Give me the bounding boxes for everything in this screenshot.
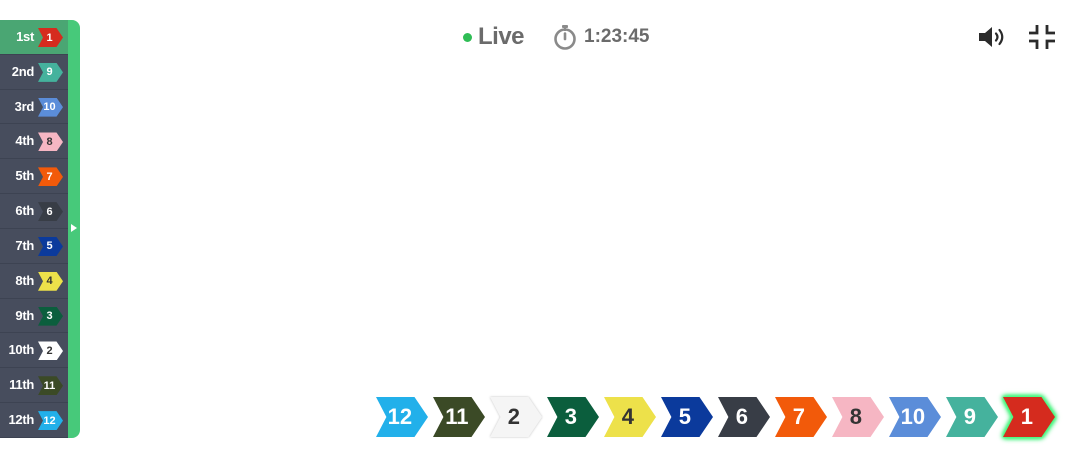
volume-button[interactable] bbox=[976, 24, 1010, 50]
runner-number: 5 bbox=[46, 240, 53, 253]
track-runner-4[interactable]: 4 bbox=[604, 397, 656, 437]
exit-fullscreen-button[interactable] bbox=[1026, 22, 1058, 52]
runner-chevron-badge: 9 bbox=[38, 62, 63, 82]
standing-position: 12th bbox=[8, 412, 34, 428]
standings-list: 1st 1 2nd 9 3rd 10 4th 8 5th 7 6th 6 7th 5 8th 4 9th 3 10t… bbox=[0, 20, 70, 438]
runner-number: 2 bbox=[46, 344, 53, 357]
track-runner-number: 10 bbox=[900, 404, 926, 429]
track-runner-1[interactable]: 1 bbox=[1003, 397, 1055, 437]
runner-number: 11 bbox=[43, 379, 56, 392]
runner-number: 6 bbox=[46, 205, 53, 218]
standing-position: 3rd bbox=[14, 98, 35, 114]
runner-number: 12 bbox=[43, 414, 56, 427]
runner-number: 1 bbox=[46, 31, 53, 44]
stopwatch-icon bbox=[554, 25, 576, 50]
collapse-arrow-icon[interactable] bbox=[71, 224, 77, 232]
runner-number: 4 bbox=[46, 275, 53, 288]
track-runner-2[interactable]: 2 bbox=[490, 397, 542, 437]
track-runner-9[interactable]: 9 bbox=[946, 397, 998, 437]
runner-chevron-badge: 11 bbox=[38, 376, 63, 396]
track-runner-10[interactable]: 10 bbox=[889, 397, 941, 437]
track-runner-number: 7 bbox=[792, 404, 806, 429]
runner-chevron-badge: 4 bbox=[38, 271, 63, 291]
runner-chevron-badge: 10 bbox=[38, 97, 63, 117]
live-label: Live bbox=[478, 23, 525, 50]
track-runner-number: 4 bbox=[621, 404, 635, 429]
track-runner-number: 3 bbox=[564, 404, 578, 429]
standings-row: 3rd 10 bbox=[0, 90, 70, 125]
standing-position: 11th bbox=[9, 377, 34, 393]
runner-chevron-badge: 6 bbox=[38, 202, 63, 222]
standing-position: 2nd bbox=[11, 63, 35, 79]
standings-row: 8th 4 bbox=[0, 264, 70, 299]
runner-number: 7 bbox=[46, 170, 53, 183]
live-dot-icon bbox=[463, 32, 472, 42]
speaker-volume-icon bbox=[979, 27, 1004, 47]
track-runner-8[interactable]: 8 bbox=[832, 397, 884, 437]
standing-position: 1st bbox=[16, 29, 34, 44]
standings-row: 12th 12 bbox=[0, 403, 70, 438]
standings-row: 1st 1 bbox=[0, 20, 70, 55]
standings-row: 7th 5 bbox=[0, 229, 70, 264]
standings-row: 5th 7 bbox=[0, 159, 70, 195]
standings-row: 2nd 9 bbox=[0, 55, 70, 90]
standings-row: 9th 3 bbox=[0, 299, 70, 334]
track-runner-number: 12 bbox=[387, 404, 413, 429]
track-runner-11[interactable]: 11 bbox=[433, 397, 485, 437]
runner-chevron-badge: 3 bbox=[38, 306, 63, 326]
race-timer: 1:23:45 bbox=[552, 22, 650, 52]
standings-row: 10th 2 bbox=[0, 333, 70, 369]
standings-panel: 1st 1 2nd 9 3rd 10 4th 8 5th 7 6th 6 7th 5 8th 4 9th 3 10t… bbox=[0, 20, 80, 438]
exit-fullscreen-icon bbox=[1029, 25, 1055, 49]
race-track: 12 11 2 3 4 5 6 7 8 10 9 1 bbox=[376, 397, 1066, 439]
track-runner-6[interactable]: 6 bbox=[718, 397, 770, 437]
standings-row: 6th 6 bbox=[0, 194, 70, 229]
standing-position: 9th bbox=[15, 307, 34, 323]
runner-chevron-badge: 2 bbox=[38, 341, 63, 361]
standing-position: 4th bbox=[15, 133, 34, 149]
runner-number: 3 bbox=[46, 310, 53, 323]
standing-position: 7th bbox=[15, 237, 34, 253]
track-runner-number: 9 bbox=[963, 404, 977, 429]
track-runner-number: 1 bbox=[1020, 404, 1034, 429]
standing-position: 6th bbox=[15, 203, 34, 219]
track-runner-3[interactable]: 3 bbox=[547, 397, 599, 437]
runner-number: 8 bbox=[46, 135, 53, 148]
track-runner-number: 5 bbox=[678, 404, 692, 429]
runner-number: 9 bbox=[46, 66, 53, 79]
track-runner-number: 2 bbox=[507, 404, 521, 429]
track-runner-number: 11 bbox=[445, 404, 469, 429]
live-indicator: Live bbox=[463, 22, 525, 52]
runner-number: 10 bbox=[43, 101, 56, 114]
track-runner-5[interactable]: 5 bbox=[661, 397, 713, 437]
standings-row: 4th 8 bbox=[0, 124, 70, 160]
standing-position: 5th bbox=[15, 168, 34, 184]
runner-chevron-badge: 8 bbox=[38, 132, 63, 152]
standing-position: 8th bbox=[15, 272, 34, 288]
runner-chevron-badge: 12 bbox=[38, 411, 63, 431]
standing-position: 10th bbox=[8, 342, 34, 358]
track-runner-12[interactable]: 12 bbox=[376, 397, 428, 437]
track-runner-number: 6 bbox=[735, 404, 749, 429]
track-runner-number: 8 bbox=[849, 404, 863, 429]
timer-value: 1:23:45 bbox=[584, 26, 650, 47]
runner-chevron-badge: 1 bbox=[38, 28, 63, 47]
track-runner-7[interactable]: 7 bbox=[775, 397, 827, 437]
runner-chevron-badge: 7 bbox=[38, 167, 63, 187]
standings-row: 11th 11 bbox=[0, 368, 70, 404]
runner-chevron-badge: 5 bbox=[38, 236, 63, 256]
